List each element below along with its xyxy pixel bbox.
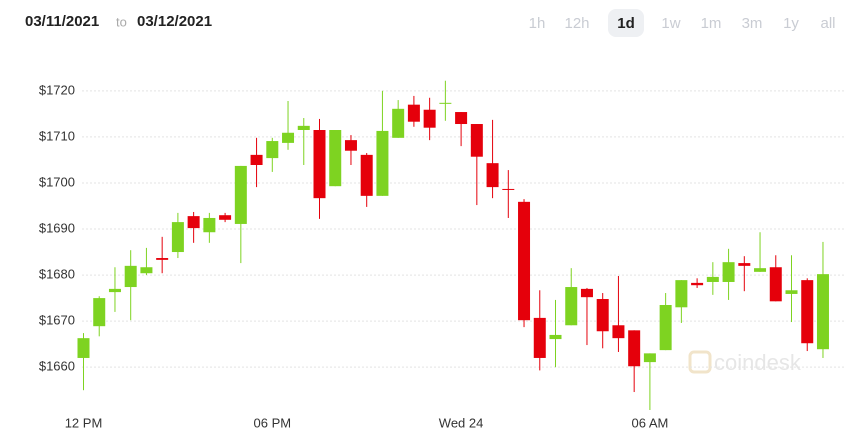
candle-body (675, 280, 688, 308)
x-tick-label: 12 PM (65, 415, 103, 430)
candle-body (93, 298, 106, 327)
y-tick-label: $1710 (39, 128, 75, 143)
candle-body (628, 330, 641, 367)
candle-body (612, 325, 625, 339)
range-button[interactable]: all (820, 15, 835, 32)
candle-body (203, 217, 216, 233)
date-separator: to (116, 14, 127, 29)
candle-body (455, 112, 468, 125)
candle-body (691, 282, 704, 286)
y-tick-label: $1690 (39, 220, 75, 235)
candle-body (140, 267, 153, 274)
candle-body (533, 317, 546, 358)
candle-body (344, 140, 357, 151)
candle-body (124, 265, 137, 288)
candle-body (801, 280, 814, 344)
range-button[interactable]: 1y (783, 15, 799, 32)
candle-body (706, 276, 719, 282)
candle-body (250, 154, 263, 165)
y-tick-label: $1670 (39, 313, 75, 328)
range-button[interactable]: 1m (701, 15, 722, 32)
y-tick-label: $1680 (39, 267, 75, 282)
candle-body (643, 353, 656, 363)
candle-body (407, 104, 420, 122)
y-tick-label: $1720 (39, 82, 75, 97)
candle-body (171, 222, 184, 253)
candle-body (360, 154, 373, 196)
candle-body (156, 258, 169, 260)
candle-body (313, 130, 326, 199)
candle-body (565, 287, 578, 326)
candle-body (580, 288, 593, 298)
candle-body (596, 299, 609, 332)
x-tick-label: 06 PM (254, 415, 292, 430)
candle-body (266, 141, 279, 159)
range-button[interactable]: 1w (661, 15, 680, 32)
x-tick-label: 06 AM (631, 415, 668, 430)
watermark: coindesk (714, 350, 802, 375)
candle-body (518, 201, 531, 321)
range-button[interactable]: 1d (617, 15, 635, 32)
y-tick-label: $1660 (39, 359, 75, 374)
range-button[interactable]: 1h (529, 15, 546, 32)
candle-body (234, 165, 247, 224)
candle-body (785, 290, 798, 294)
candle-body (187, 216, 200, 229)
candle-body (722, 262, 735, 282)
candle-body (549, 334, 562, 340)
candle-body (77, 338, 90, 358)
candle-body (376, 130, 389, 196)
candle-body (659, 305, 672, 351)
candle-body (219, 215, 232, 220)
candle-body (297, 125, 310, 130)
date-from: 03/11/2021 (25, 13, 99, 30)
y-tick-label: $1700 (39, 174, 75, 189)
candle-body (108, 288, 121, 293)
candle-body (439, 102, 452, 104)
range-button[interactable]: 12h (564, 15, 589, 32)
candle-body (502, 188, 515, 190)
range-active-bg (608, 9, 644, 37)
date-to: 03/12/2021 (137, 13, 212, 30)
x-tick-label: Wed 24 (439, 415, 484, 430)
candle-body (754, 268, 767, 272)
candle-body (423, 109, 436, 128)
candle-body (738, 263, 751, 266)
candle-body (470, 124, 483, 157)
candle-body (329, 130, 342, 187)
candle-body (816, 274, 829, 350)
candle-body (392, 108, 405, 138)
watermark-logo: coindesk (688, 350, 802, 375)
candle-body (769, 267, 782, 302)
range-button[interactable]: 3m (742, 15, 763, 32)
candle-body (486, 163, 499, 188)
candle-body (282, 132, 295, 143)
